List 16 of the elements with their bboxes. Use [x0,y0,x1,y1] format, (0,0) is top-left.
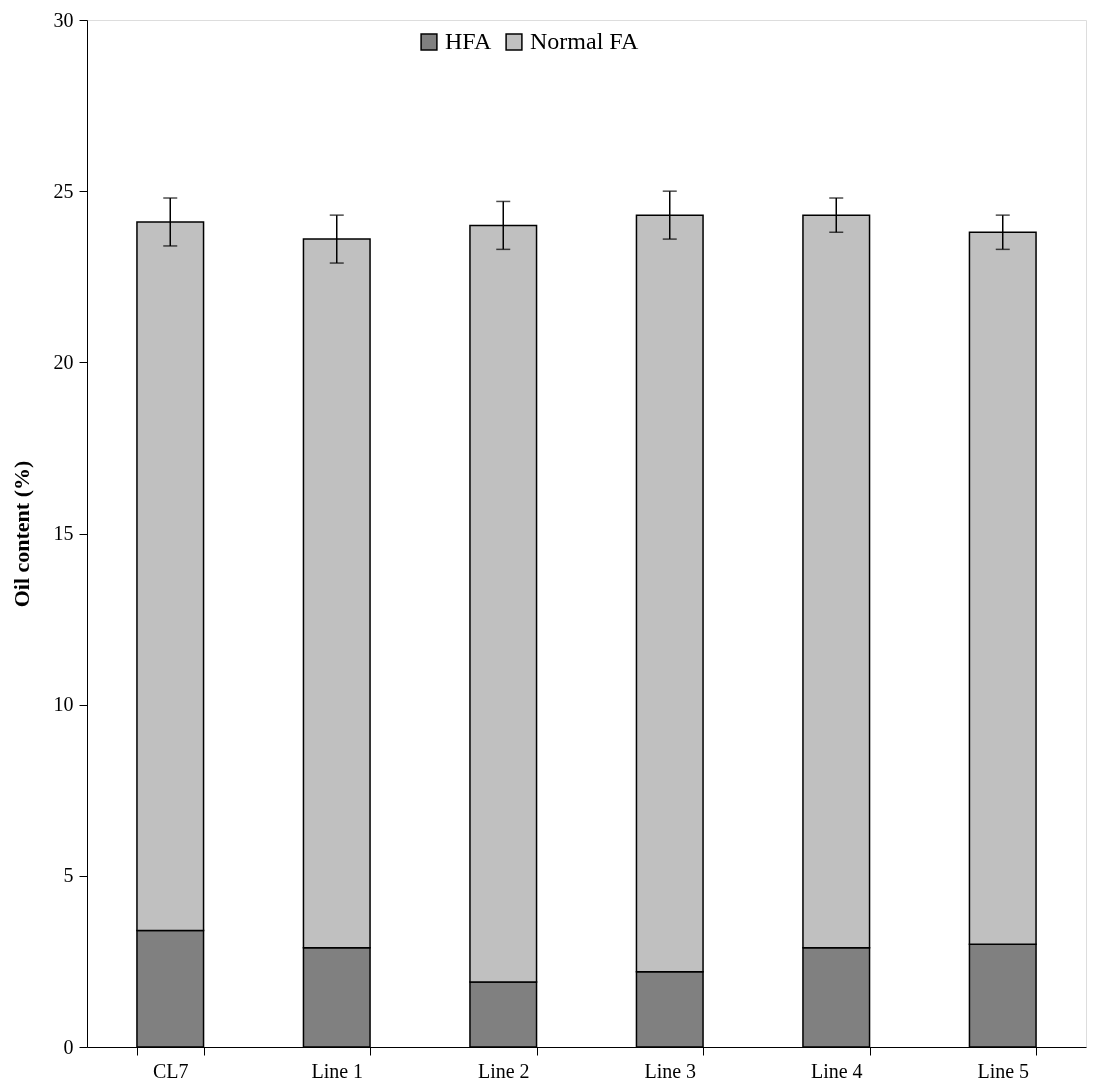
y-tick-label: 10 [53,693,74,716]
x-tick-label: CL7 [152,1059,189,1082]
x-tick-label: Line 2 [477,1059,530,1082]
y-tick-label: 5 [63,864,74,887]
x-tick-label: Line 1 [311,1059,364,1082]
x-tick-label: Line 3 [644,1059,697,1082]
legend-label: Normal FA [530,28,639,54]
x-tick-label: Line 5 [977,1059,1030,1082]
y-tick-label: 30 [53,8,74,31]
legend-label: HFA [445,28,492,54]
y-tick-label: 15 [53,522,74,544]
y-axis-title: Oil content (%) [8,460,34,608]
y-tick-label: 20 [53,350,74,373]
x-tick-label: Line 4 [810,1059,863,1082]
y-tick-label: 0 [63,1035,74,1058]
y-tick-label: 25 [53,179,74,202]
